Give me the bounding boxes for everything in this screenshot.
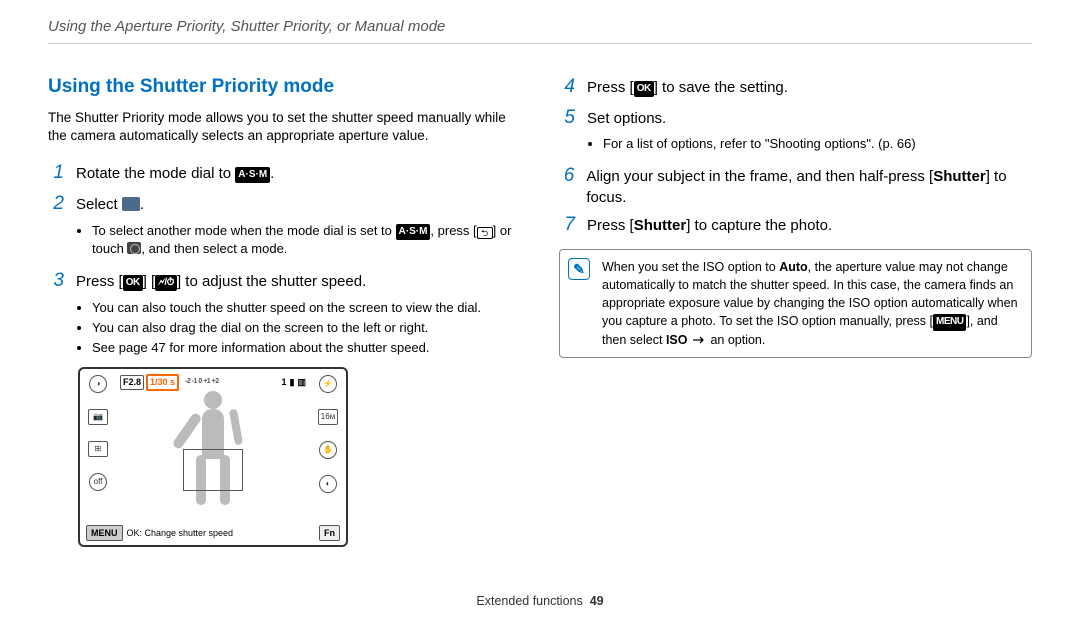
note-text: an option. [707, 333, 765, 347]
step-5: 5 Set options. [559, 105, 1032, 132]
shutter-label: Shutter [634, 217, 687, 234]
page-header: Using the Aperture Priority, Shutter Pri… [48, 16, 1032, 44]
page-number: 49 [590, 594, 604, 608]
camera-mode-icon: 📷 [88, 409, 108, 425]
step-number: 7 [559, 212, 575, 239]
intro-paragraph: The Shutter Priority mode allows you to … [48, 109, 521, 147]
memory-icon: ▮ [290, 376, 295, 389]
back-button-icon: ⮌ [477, 227, 493, 239]
right-column: 4 Press [OK] to save the setting. 5 Set … [559, 74, 1032, 547]
arrow-right-icon [691, 335, 707, 345]
ok-button-icon: OK [634, 81, 654, 97]
footer-section-label: Extended functions [476, 594, 582, 608]
step-text: ] [ [143, 273, 156, 290]
battery-icon: ▥ [297, 376, 306, 389]
step-text: ] to save the setting. [654, 79, 788, 96]
step-text: Press [ [587, 217, 634, 234]
list-item: You can also touch the shutter speed on … [92, 299, 521, 317]
shutter-priority-icon [122, 197, 140, 211]
aperture-value: F2.8 [120, 375, 144, 390]
step-text: . [270, 165, 274, 182]
left-column: Using the Shutter Priority mode The Shut… [48, 74, 521, 547]
step-text: ] to capture the photo. [686, 217, 832, 234]
step-1: 1 Rotate the mode dial to A·S·M. [48, 160, 521, 187]
focus-frame [183, 449, 243, 491]
size-icon: 16м [318, 409, 338, 425]
shutter-speed-value: 1/30 s [146, 374, 179, 391]
step-2-sublist: To select another mode when the mode dia… [48, 222, 521, 258]
auto-label: Auto [779, 260, 807, 274]
step-number: 4 [559, 74, 575, 101]
camera-lcd-illustration: ◑ 📷 ⊞ off F2.8 1/30 s -2 -1 0 +1 +2 1 ▮ … [78, 367, 348, 547]
step-text: Select [76, 196, 122, 213]
note-box: ✎ When you set the ISO option to Auto, t… [559, 249, 1032, 358]
menu-button: MENU [86, 525, 123, 542]
bracket-icon: ⊞ [88, 441, 108, 457]
flash-icon: ⚡ [319, 375, 337, 393]
menu-button-icon: MENU [933, 314, 966, 331]
step-text: Rotate the mode dial to [76, 165, 235, 182]
iso-label: ISO [666, 333, 688, 347]
step-number: 6 [559, 163, 574, 190]
mode-dial-asm-icon: A·S·M [235, 167, 270, 183]
step-text: Press [ [76, 273, 123, 290]
step-text: Align your subject in the frame, and the… [586, 168, 933, 185]
step-4: 4 Press [OK] to save the setting. [559, 74, 1032, 101]
step-number: 5 [559, 105, 575, 132]
shutter-label: Shutter [933, 168, 986, 185]
step-text: ] to adjust the shutter speed. [177, 273, 366, 290]
step-6: 6 Align your subject in the frame, and t… [559, 163, 1032, 208]
fn-button: Fn [319, 525, 340, 542]
list-item: See page 47 for more information about t… [92, 339, 521, 357]
step-7: 7 Press [Shutter] to capture the photo. [559, 212, 1032, 239]
note-text: When you set the ISO option to [602, 260, 779, 274]
step-text: Set options. [587, 108, 666, 129]
list-item: For a list of options, refer to "Shootin… [603, 135, 1032, 153]
mode-icon: ◑ [89, 375, 107, 393]
off-icon: off [89, 473, 107, 491]
list-item: You can also drag the dial on the screen… [92, 319, 521, 337]
step-number: 2 [48, 191, 64, 218]
ev-scale: -2 -1 0 +1 +2 [185, 377, 219, 387]
mode-dial-asm-icon: A·S·M [396, 224, 431, 240]
step-number: 1 [48, 160, 64, 187]
list-item: To select another mode when the mode dia… [92, 222, 521, 258]
count-indicator: 1 [282, 376, 287, 389]
other-icon: ◐ [319, 475, 337, 493]
stabilize-icon: ✋ [319, 441, 337, 459]
ok-button-icon: OK [123, 275, 143, 291]
page-footer: Extended functions 49 [0, 593, 1080, 611]
step-number: 3 [48, 268, 64, 295]
step-3-sublist: You can also touch the shutter speed on … [48, 299, 521, 358]
step-3: 3 Press [OK] [🗲/⏱] to adjust the shutter… [48, 268, 521, 295]
camera-touch-icon [127, 242, 141, 254]
info-icon: ✎ [568, 258, 590, 280]
step-5-sublist: For a list of options, refer to "Shootin… [559, 135, 1032, 153]
step-text: Press [ [587, 79, 634, 96]
flash-timer-icon: 🗲/⏱ [155, 275, 177, 291]
step-2: 2 Select . [48, 191, 521, 218]
section-title: Using the Shutter Priority mode [48, 74, 521, 101]
bottom-hint: OK: Change shutter speed [127, 527, 234, 540]
step-text: . [140, 196, 144, 213]
